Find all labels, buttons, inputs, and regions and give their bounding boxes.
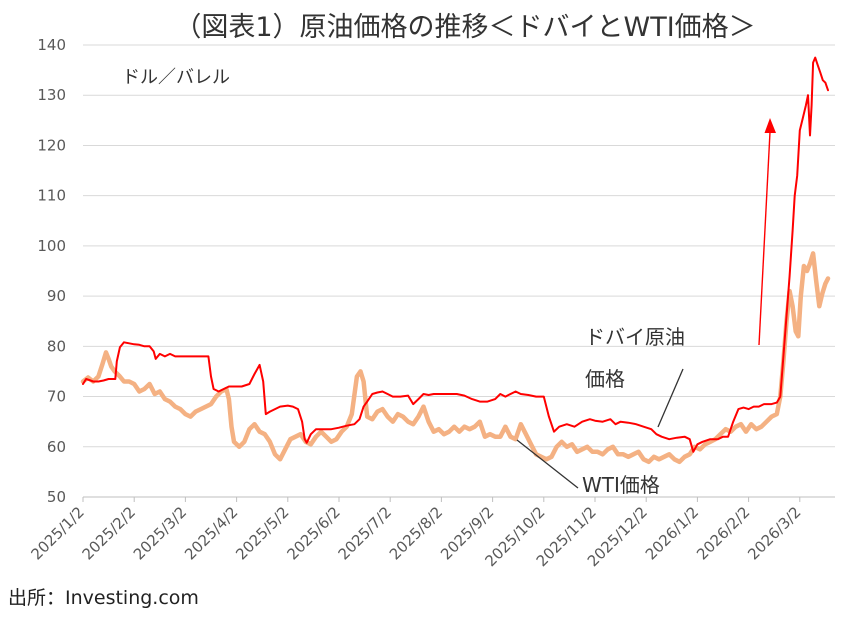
y-tick-110: 110 (37, 187, 66, 205)
x-tick-2026/2/2: 2026/2/2 (693, 503, 753, 563)
y-tick-50: 50 (47, 488, 66, 506)
x-tick-2025/6/2: 2025/6/2 (283, 503, 343, 563)
x-tick-2025/1/2: 2025/1/2 (27, 503, 87, 563)
x-tick-2025/4/2: 2025/4/2 (181, 503, 241, 563)
surge-arrow-head (764, 118, 776, 133)
dubai-annotation-line2: 価格 (585, 367, 625, 391)
chart-title: （図表1）原油価格の推移＜ドバイとWTI価格＞ (174, 12, 755, 43)
y-tick-130: 130 (37, 86, 66, 104)
y-tick-120: 120 (37, 136, 66, 154)
series-lines (80, 56, 831, 465)
y-tick-140: 140 (37, 36, 66, 54)
surge-arrow-shaft (758, 131, 771, 346)
x-tick-2025/7/2: 2025/7/2 (335, 503, 395, 563)
y-tick-labels: 50 60 70 80 90 100 110 120 130 140 (37, 36, 66, 506)
y-tick-80: 80 (47, 337, 66, 355)
unit-label: ドル／バレル (122, 67, 230, 88)
dubai-price-line (82, 56, 829, 453)
wti-price-line (80, 251, 831, 465)
y-tick-90: 90 (47, 287, 66, 305)
wti-annotation: WTI価格 (582, 473, 660, 497)
x-tick-2026/3/2: 2026/3/2 (744, 503, 804, 563)
x-tick-2026/1/2: 2026/1/2 (642, 503, 702, 563)
y-tick-60: 60 (47, 438, 66, 456)
y-tick-70: 70 (47, 388, 66, 406)
y-gridlines (83, 44, 835, 498)
dubai-annotation-line1: ドバイ原油 (585, 325, 685, 349)
x-tick-2025/3/2: 2025/3/2 (130, 503, 190, 563)
dubai-leader-line (657, 368, 684, 428)
y-tick-100: 100 (37, 237, 66, 255)
wti-leader-line (516, 439, 579, 489)
x-tick-2025/2/2: 2025/2/2 (79, 503, 139, 563)
x-tick-labels: 2025/1/22025/2/22025/3/22025/4/22025/5/2… (27, 497, 805, 570)
x-tick-2025/8/2: 2025/8/2 (386, 503, 446, 563)
source-note: 出所：Investing.com (8, 587, 199, 609)
x-tick-2025/5/2: 2025/5/2 (232, 503, 292, 563)
